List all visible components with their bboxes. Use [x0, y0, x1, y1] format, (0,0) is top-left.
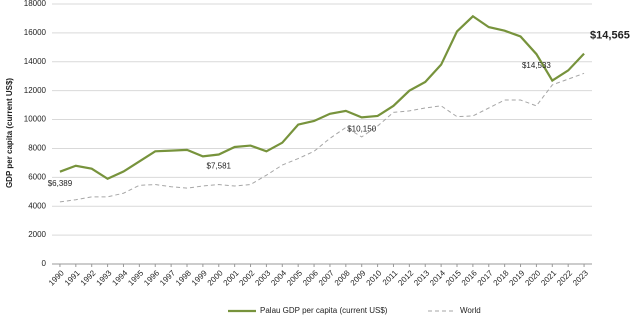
- series-line: [59, 14, 585, 181]
- y-tick-label: 16000: [24, 28, 47, 37]
- x-tick-label: 2010: [365, 268, 384, 287]
- x-tick-label: 2019: [507, 268, 526, 287]
- x-tick-label: 2002: [237, 268, 256, 287]
- x-tick-label: 2001: [222, 268, 241, 287]
- x-tick-label: 2022: [555, 268, 574, 287]
- x-tick-label: 2013: [412, 268, 431, 287]
- x-tick-label: 1997: [158, 268, 177, 287]
- x-tick-label: 1999: [190, 268, 209, 287]
- x-tick-label: 2009: [349, 268, 368, 287]
- y-tick-label: 4000: [28, 201, 46, 210]
- legend-label: Palau GDP per capita (current US$): [260, 306, 388, 315]
- x-tick-label: 1993: [95, 268, 114, 287]
- x-tick-label: 2017: [476, 268, 495, 287]
- series-line: [59, 72, 585, 203]
- x-tick-label: 1990: [47, 268, 66, 287]
- x-tick-label: 2011: [381, 268, 400, 287]
- y-tick-label: 0: [42, 259, 47, 268]
- x-tick-label: 2000: [206, 268, 225, 287]
- y-tick-label: 8000: [28, 144, 46, 153]
- data-label: $14,565: [590, 30, 630, 42]
- y-tick-label: 12000: [24, 86, 47, 95]
- x-tick-label: 2004: [269, 268, 288, 287]
- x-tick-label: 2007: [317, 268, 336, 287]
- x-tick-label: 2014: [428, 268, 447, 287]
- y-axis-title: GDP per capita (current US$): [5, 78, 14, 188]
- x-tick-label: 2016: [460, 268, 479, 287]
- x-tick-label: 2020: [523, 268, 542, 287]
- x-tick-label: 2003: [253, 268, 272, 287]
- data-label: $7,581: [207, 162, 232, 171]
- x-tick-label: 2021: [539, 268, 558, 287]
- y-tick-label: 2000: [28, 230, 46, 239]
- x-tick-label: 2005: [285, 268, 304, 287]
- legend-label: World: [460, 306, 481, 315]
- x-tick-label: 1996: [142, 268, 161, 287]
- x-tick-label: 2008: [333, 268, 352, 287]
- x-tick-label: 1992: [79, 268, 98, 287]
- x-tick-label: 2023: [571, 268, 590, 287]
- x-tick-label: 2018: [492, 268, 511, 287]
- y-tick-label: 14000: [24, 57, 47, 66]
- data-label: $10,150: [347, 124, 376, 133]
- x-tick-label: 1994: [110, 268, 129, 287]
- y-tick-label: 10000: [24, 115, 47, 124]
- x-tick-label: 1995: [126, 268, 145, 287]
- x-tick-label: 1998: [174, 268, 193, 287]
- x-tick-label: 2006: [301, 268, 320, 287]
- x-tick-label: 1991: [63, 268, 82, 287]
- data-label: $6,389: [48, 179, 73, 188]
- data-label: $14,533: [522, 61, 551, 70]
- y-tick-label: 18000: [24, 0, 47, 8]
- x-tick-label: 2012: [396, 268, 415, 287]
- x-tick-label: 2015: [444, 268, 463, 287]
- y-tick-label: 6000: [28, 172, 46, 181]
